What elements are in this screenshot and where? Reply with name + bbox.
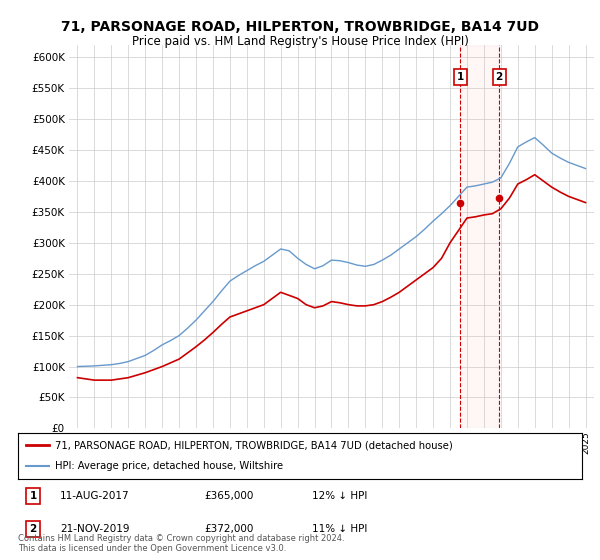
Text: 21-NOV-2019: 21-NOV-2019 xyxy=(60,524,130,534)
Text: 11% ↓ HPI: 11% ↓ HPI xyxy=(312,524,367,534)
Text: 1: 1 xyxy=(29,491,37,501)
Text: 2: 2 xyxy=(496,72,503,82)
Text: 71, PARSONAGE ROAD, HILPERTON, TROWBRIDGE, BA14 7UD: 71, PARSONAGE ROAD, HILPERTON, TROWBRIDG… xyxy=(61,20,539,34)
Text: £372,000: £372,000 xyxy=(204,524,253,534)
Text: Price paid vs. HM Land Registry's House Price Index (HPI): Price paid vs. HM Land Registry's House … xyxy=(131,35,469,48)
Text: 11-AUG-2017: 11-AUG-2017 xyxy=(60,491,130,501)
Bar xyxy=(460,45,499,428)
Text: 12% ↓ HPI: 12% ↓ HPI xyxy=(312,491,367,501)
Text: £365,000: £365,000 xyxy=(204,491,253,501)
Text: 1: 1 xyxy=(457,72,464,82)
Text: 71, PARSONAGE ROAD, HILPERTON, TROWBRIDGE, BA14 7UD (detached house): 71, PARSONAGE ROAD, HILPERTON, TROWBRIDG… xyxy=(55,440,452,450)
Text: 2: 2 xyxy=(29,524,37,534)
Text: Contains HM Land Registry data © Crown copyright and database right 2024.
This d: Contains HM Land Registry data © Crown c… xyxy=(18,534,344,553)
Text: HPI: Average price, detached house, Wiltshire: HPI: Average price, detached house, Wilt… xyxy=(55,461,283,472)
